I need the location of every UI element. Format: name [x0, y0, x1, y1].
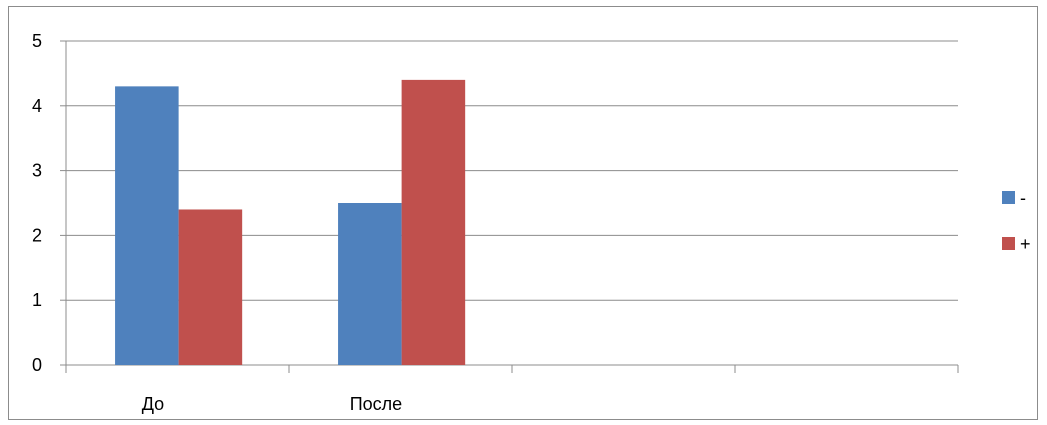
y-tick-label: 4 [32, 96, 42, 116]
y-tick-label: 5 [32, 31, 42, 51]
bars [115, 79, 466, 366]
y-tick-label: 0 [32, 355, 42, 375]
bar-plus-0 [178, 209, 243, 365]
legend-label-minus: - [1020, 188, 1026, 208]
y-tick-label: 1 [32, 290, 42, 310]
legend-label-plus: + [1020, 234, 1031, 254]
bar-minus-0 [115, 86, 179, 366]
bar-minus-1 [338, 203, 402, 365]
bar-plus-1 [401, 79, 466, 365]
legend: -+ [1002, 188, 1031, 254]
x-tick-labels: До После [142, 394, 402, 414]
legend-swatch-minus [1002, 191, 1015, 204]
y-tick-label: 2 [32, 225, 42, 245]
legend-swatch-plus [1002, 237, 1015, 250]
x-tick-label: После [350, 394, 402, 414]
y-tick-labels: 0 1 2 3 4 5 [32, 31, 42, 375]
y-tick-label: 3 [32, 161, 42, 181]
x-tick-label: До [142, 394, 164, 414]
